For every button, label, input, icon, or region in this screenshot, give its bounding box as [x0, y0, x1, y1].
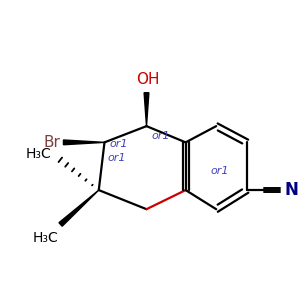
- Polygon shape: [63, 140, 104, 145]
- Text: Br: Br: [44, 135, 61, 150]
- Text: or1: or1: [109, 139, 128, 149]
- Text: or1: or1: [107, 153, 126, 163]
- Text: H₃C: H₃C: [33, 231, 59, 245]
- Text: or1: or1: [211, 166, 229, 176]
- Text: or1: or1: [151, 131, 170, 141]
- Polygon shape: [144, 93, 149, 126]
- Text: H₃C: H₃C: [25, 147, 51, 161]
- Text: N: N: [285, 181, 299, 199]
- Text: OH: OH: [136, 72, 159, 87]
- Polygon shape: [59, 190, 99, 226]
